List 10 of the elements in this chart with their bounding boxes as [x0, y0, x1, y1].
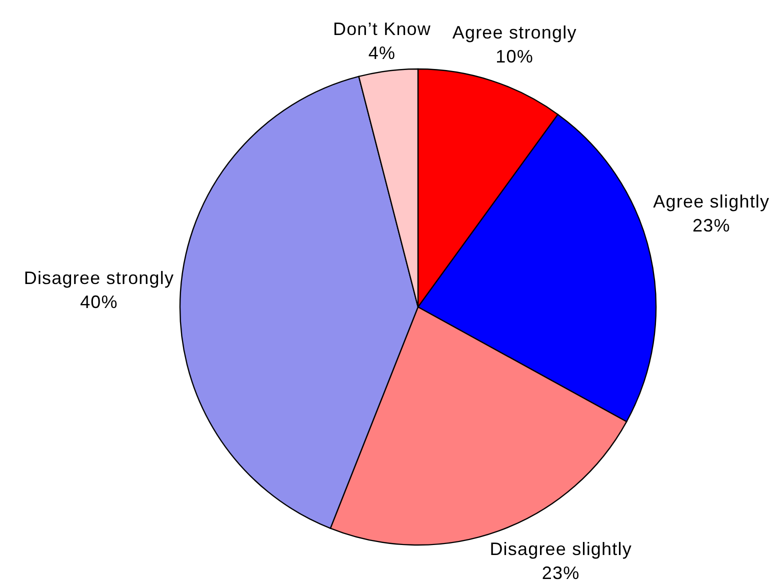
data-label: 40% [80, 292, 118, 312]
data-label: 23% [692, 216, 730, 236]
slice-label: Disagree slightly [490, 539, 632, 559]
slice-label: Agree slightly [653, 192, 770, 212]
slice-label: Don’t Know [332, 19, 432, 40]
slice-label: Disagree strongly [24, 268, 174, 288]
slice-label: Agree strongly [452, 22, 577, 43]
data-label: 4% [368, 43, 396, 64]
data-label: 23% [542, 563, 580, 582]
data-label: 10% [496, 46, 534, 67]
